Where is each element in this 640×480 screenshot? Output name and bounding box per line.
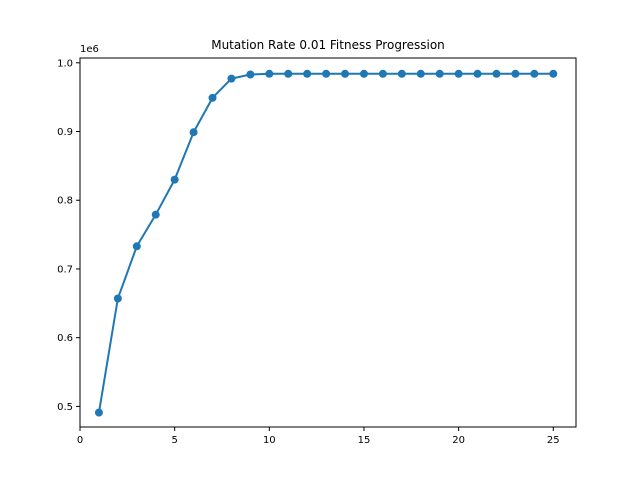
series-line	[97, 72, 554, 413]
data-point	[416, 69, 425, 78]
data-point	[189, 128, 198, 137]
data-point	[473, 69, 482, 78]
x-tick-label: 5	[171, 435, 177, 446]
data-point	[227, 74, 236, 83]
y-axis-ticks: 0.5 0.6 0.7 0.8 0.9 1.0	[57, 58, 80, 413]
data-point	[246, 70, 255, 79]
x-tick-label: 25	[547, 435, 560, 446]
data-point	[378, 69, 387, 78]
y-tick-label: 1.0	[57, 58, 73, 69]
y-tick-label: 0.7	[57, 264, 73, 275]
data-point	[322, 69, 331, 78]
data-point	[94, 408, 103, 417]
x-tick-label: 0	[77, 435, 83, 446]
plot-frame	[79, 57, 577, 428]
y-tick-label: 0.8	[57, 196, 73, 207]
y-tick-label: 0.6	[57, 333, 73, 344]
series-fitness	[94, 69, 558, 417]
data-point	[359, 69, 368, 78]
data-point	[132, 242, 141, 251]
y-tick-label: 0.9	[57, 127, 73, 138]
data-point	[435, 69, 444, 78]
data-point	[454, 69, 463, 78]
data-point	[397, 69, 406, 78]
data-point	[284, 69, 293, 78]
data-point	[151, 210, 160, 219]
data-point	[265, 69, 274, 78]
data-point	[170, 175, 179, 184]
data-point	[511, 69, 520, 78]
axes	[79, 57, 577, 428]
x-axis-ticks: 0 5 10 15 20 25	[77, 427, 560, 446]
y-axis-offset-label: 1e6	[80, 44, 99, 55]
x-tick-label: 10	[263, 435, 276, 446]
y-tick-label: 0.5	[57, 402, 73, 413]
chart-title: Mutation Rate 0.01 Fitness Progression	[211, 38, 445, 52]
data-point	[530, 69, 539, 78]
data-point	[303, 69, 312, 78]
x-tick-label: 20	[452, 435, 465, 446]
data-point	[113, 294, 122, 303]
data-point	[549, 69, 558, 78]
data-point	[208, 93, 217, 102]
data-point	[492, 69, 501, 78]
x-tick-label: 15	[358, 435, 371, 446]
data-point	[341, 69, 350, 78]
